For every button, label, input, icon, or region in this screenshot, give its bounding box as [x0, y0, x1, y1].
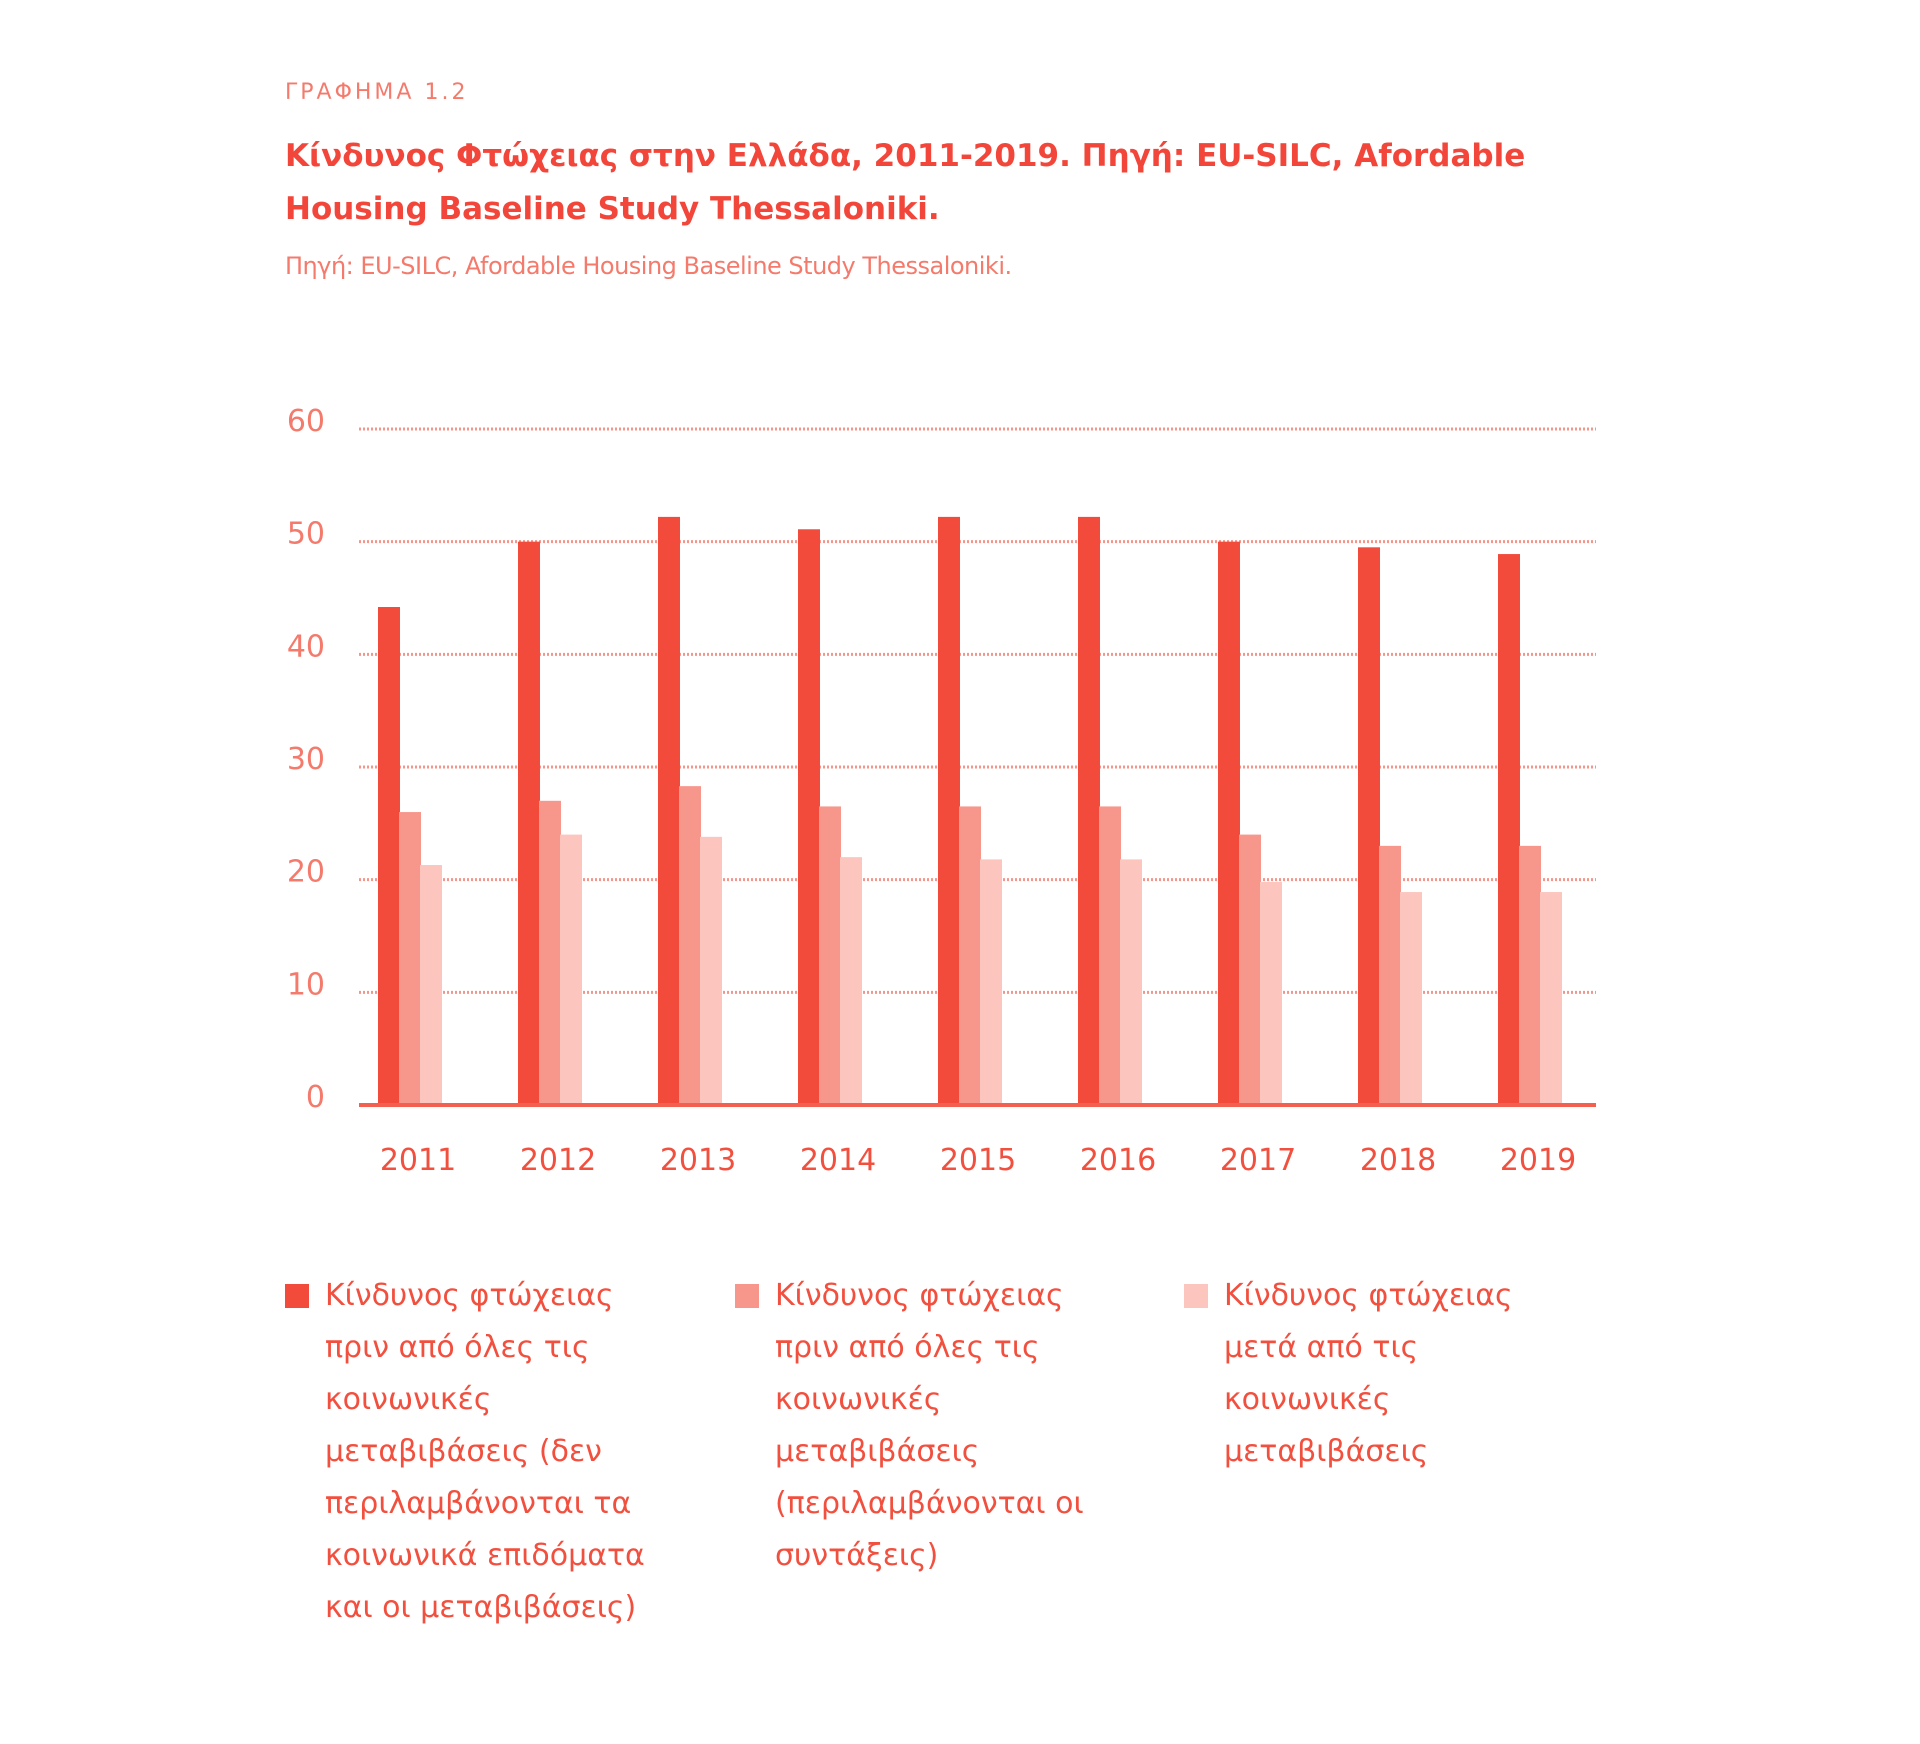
legend-swatch — [735, 1284, 759, 1308]
x-tick-label: 2015 — [940, 1143, 1016, 1178]
figure-number: ΓΡΑΦΗΜΑ 1.2 — [285, 80, 469, 105]
bar-2014-series-2 — [819, 806, 841, 1105]
bar-2016-series-1 — [1078, 516, 1100, 1105]
bar-2012-series-3 — [560, 834, 582, 1105]
legend-item-after-transfers: Κίνδυνος φτώχειας μετά από τις κοινωνικέ… — [1184, 1270, 1524, 1478]
legend-label: Κίνδυνος φτώχειας πριν από όλες τις κοιν… — [775, 1278, 1084, 1573]
bar-2011-series-3 — [420, 865, 442, 1105]
y-tick-label: 50 — [287, 517, 325, 552]
x-tick-label: 2011 — [380, 1143, 456, 1178]
legend-item-before-all-transfers: Κίνδυνος φτώχειας πριν από όλες τις κοιν… — [285, 1270, 655, 1634]
y-tick-label: 10 — [287, 967, 325, 1002]
bar-2013-series-2 — [679, 786, 701, 1105]
legend-swatch — [285, 1284, 309, 1308]
x-tick-label: 2017 — [1220, 1143, 1296, 1178]
bar-2018-series-1 — [1358, 547, 1380, 1105]
legend-item-before-transfers-incl-pensions: Κίνδυνος φτώχειας πριν από όλες τις κοιν… — [735, 1270, 1105, 1582]
bar-2017-series-2 — [1239, 834, 1261, 1105]
bar-2011-series-1 — [378, 607, 400, 1105]
bar-2017-series-3 — [1260, 881, 1282, 1105]
bar-2019-series-1 — [1498, 554, 1520, 1105]
y-tick-label: 30 — [287, 742, 325, 777]
legend-label: Κίνδυνος φτώχειας μετά από τις κοινωνικέ… — [1224, 1278, 1513, 1469]
bar-2018-series-2 — [1379, 845, 1401, 1105]
chart-source: Πηγή: EU-SILC, Afordable Housing Baselin… — [285, 252, 1012, 280]
legend-label: Κίνδυνος φτώχειας πριν από όλες τις κοιν… — [325, 1278, 645, 1625]
bar-2015-series-3 — [980, 859, 1002, 1105]
bar-2012-series-2 — [539, 800, 561, 1105]
bar-2011-series-2 — [399, 812, 421, 1105]
bar-2013-series-3 — [700, 836, 722, 1105]
bar-2012-series-1 — [518, 541, 540, 1105]
bar-2014-series-1 — [798, 529, 820, 1105]
x-tick-label: 2018 — [1360, 1143, 1436, 1178]
chart-title: Κίνδυνος Φτώχειας στην Ελλάδα, 2011-2019… — [285, 138, 1526, 227]
bar-2015-series-1 — [938, 516, 960, 1105]
bar-2016-series-3 — [1120, 859, 1142, 1105]
bar-2016-series-2 — [1099, 806, 1121, 1105]
y-tick-label: 0 — [306, 1080, 325, 1115]
bar-2019-series-3 — [1540, 892, 1562, 1105]
x-tick-label: 2013 — [660, 1143, 736, 1178]
x-tick-label: 2014 — [800, 1143, 876, 1178]
bar-chart: 0 10 20 30 40 50 60 2011 2012 2013 2014 2015 2016 201… — [287, 404, 1596, 1178]
y-tick-label: 20 — [287, 855, 325, 890]
x-tick-label: 2012 — [520, 1143, 596, 1178]
y-tick-label: 60 — [287, 404, 325, 439]
y-tick-label: 40 — [287, 629, 325, 664]
x-tick-label: 2019 — [1500, 1143, 1576, 1178]
bar-2017-series-1 — [1218, 541, 1240, 1105]
x-tick-label: 2016 — [1080, 1143, 1156, 1178]
bar-2019-series-2 — [1519, 845, 1541, 1105]
bar-2015-series-2 — [959, 806, 981, 1105]
legend-swatch — [1184, 1284, 1208, 1308]
bar-2018-series-3 — [1400, 892, 1422, 1105]
bar-2013-series-1 — [658, 516, 680, 1105]
bar-2014-series-3 — [840, 857, 862, 1105]
